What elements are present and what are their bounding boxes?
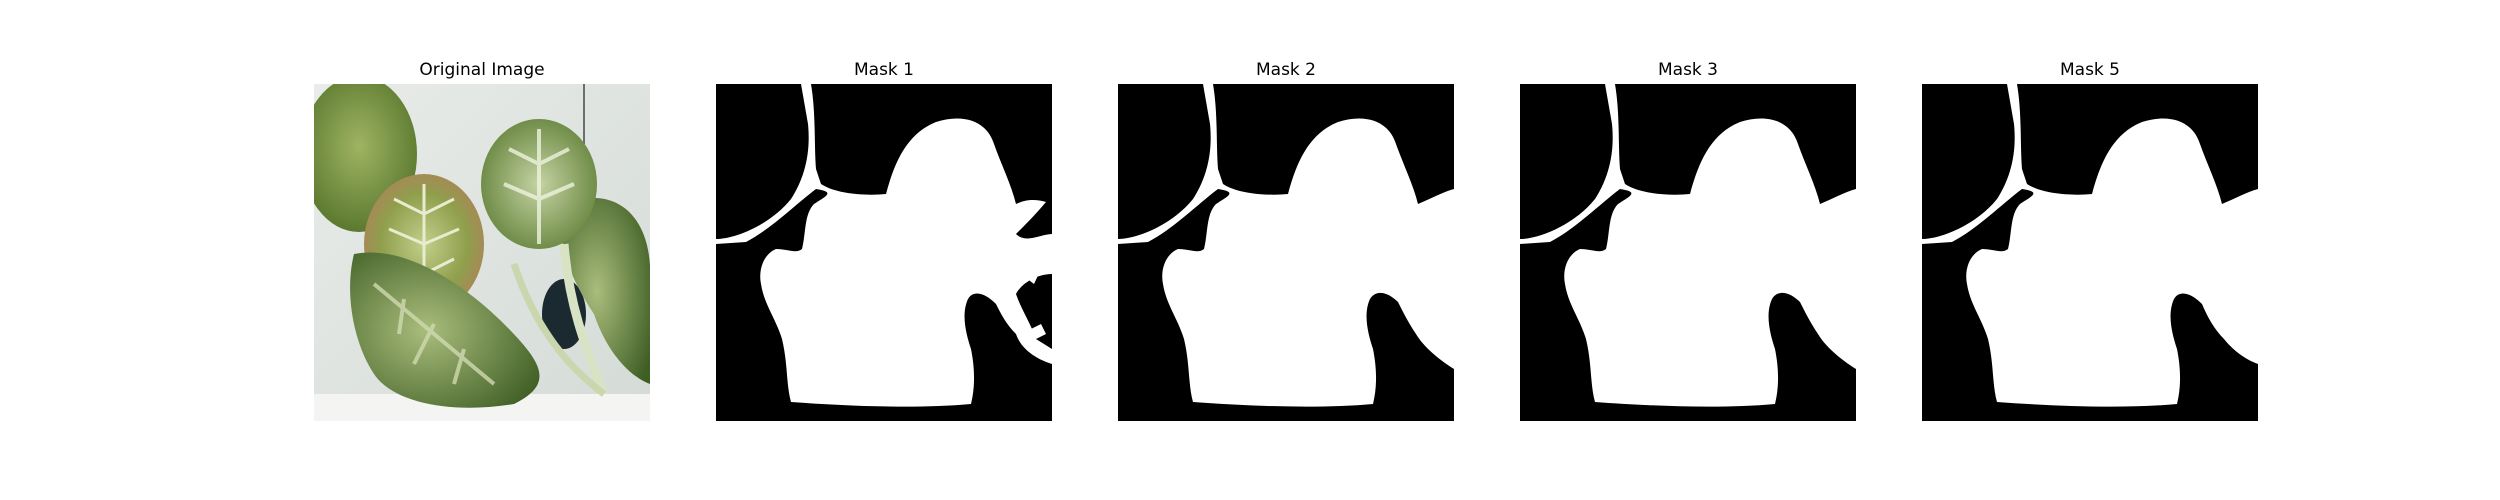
mask-3-drawing	[1520, 84, 1856, 421]
mask-1-drawing	[716, 84, 1052, 421]
mask-3-image	[1520, 84, 1856, 421]
original-plant-photo	[314, 84, 650, 421]
mask-2-image	[1118, 84, 1454, 421]
plant-photo-drawing	[314, 84, 650, 421]
mask-5-image	[1922, 84, 2258, 421]
panel-title-mask-3: Mask 3	[1657, 60, 1718, 80]
mask-2-drawing	[1118, 84, 1454, 421]
mask-1-image	[716, 84, 1052, 421]
panel-title-original-image: Original Image	[419, 60, 545, 80]
panel-title-mask-5: Mask 5	[2059, 60, 2120, 80]
panel-title-mask-2: Mask 2	[1255, 60, 1316, 80]
mask-5-drawing	[1922, 84, 2258, 421]
panel-title-mask-1: Mask 1	[853, 60, 914, 80]
